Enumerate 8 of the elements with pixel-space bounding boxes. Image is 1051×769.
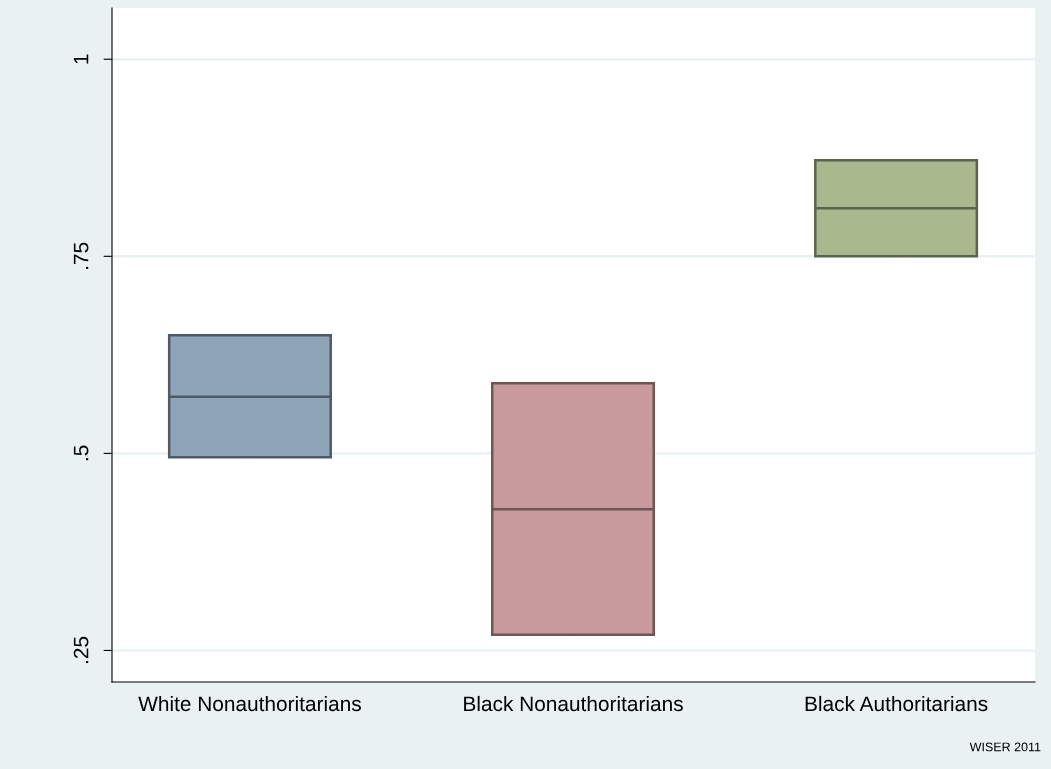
x-tick-label: White Nonauthoritarians: [138, 695, 361, 712]
x-tick-label: Black Authoritarians: [805, 695, 988, 712]
y-tick-label: .5: [73, 445, 89, 461]
text: WISER 2011: [969, 742, 1041, 752]
x-tick-label: Black Nonauthoritarians: [464, 695, 683, 712]
y-tick-label: .75: [73, 242, 89, 269]
y-tick-label: 1: [73, 54, 89, 64]
y-tick-label: .25: [73, 636, 89, 664]
